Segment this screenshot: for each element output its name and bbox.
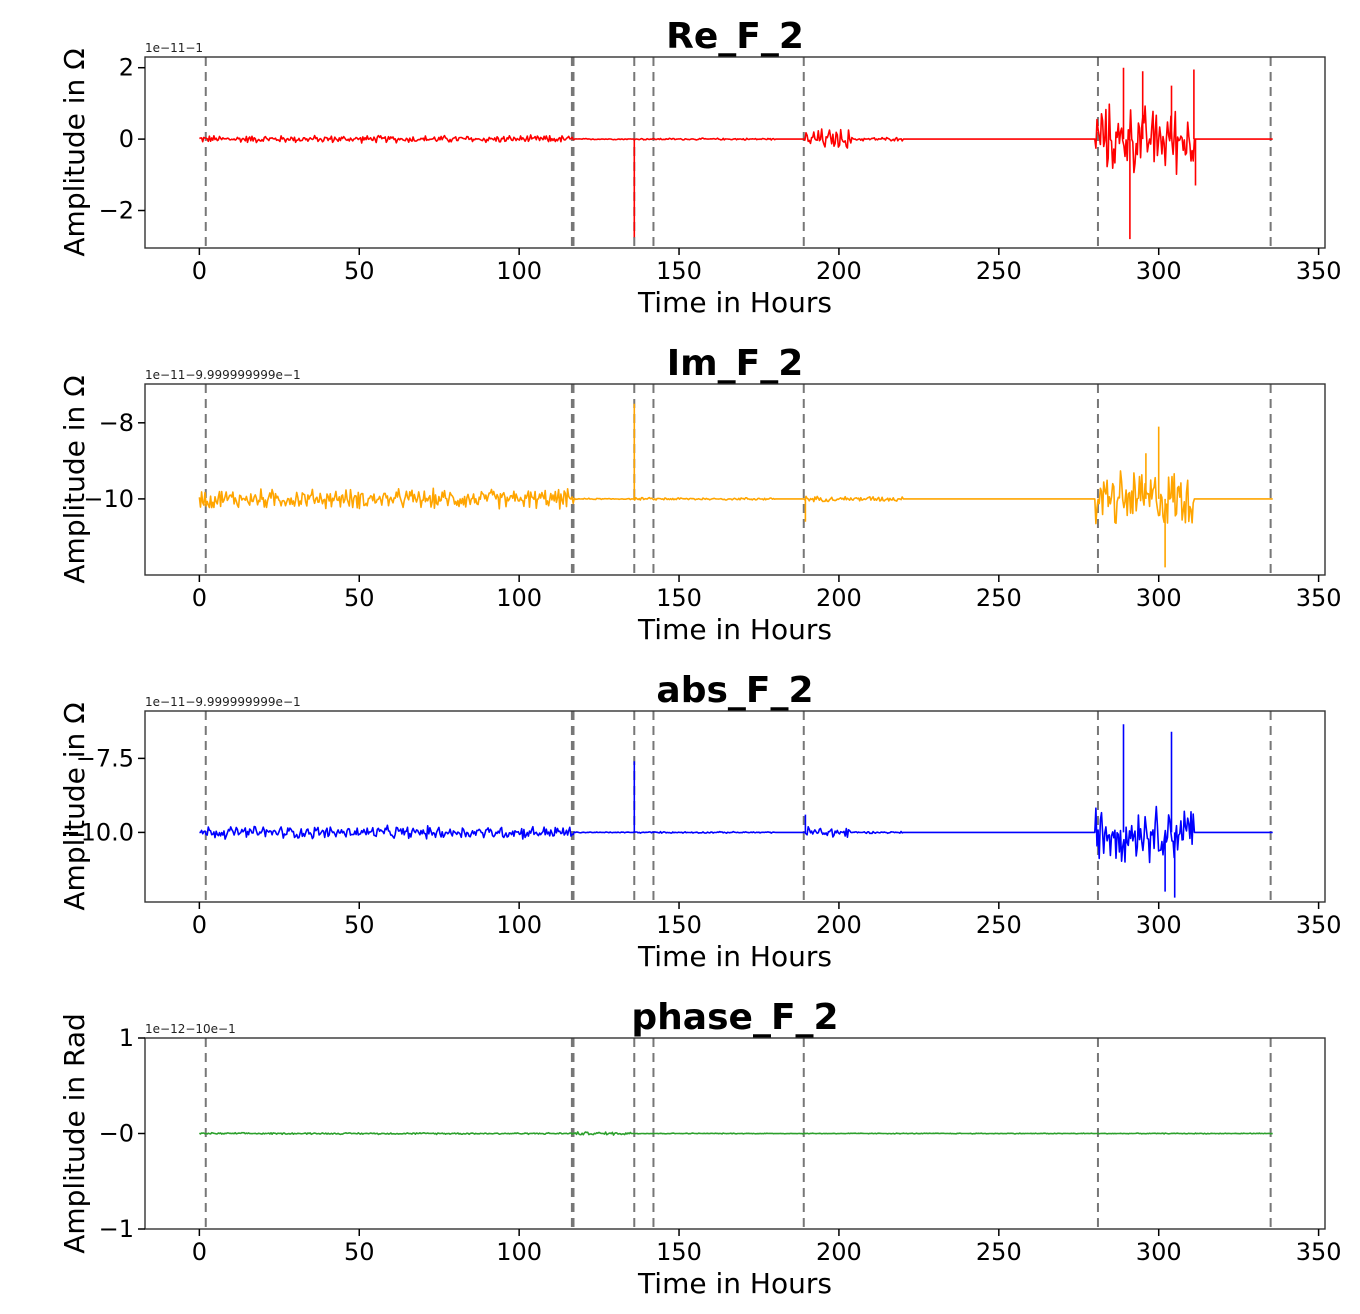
x-tick-label: 350 <box>1296 1238 1342 1266</box>
y-tick-label: −7.5 <box>76 744 134 772</box>
plot-frame <box>144 710 1326 903</box>
x-tick-label: 50 <box>344 911 375 939</box>
y-tick-label: 1 <box>119 1024 134 1052</box>
x-tick-label: 100 <box>496 911 542 939</box>
x-tick-label: 50 <box>344 584 375 612</box>
x-tick-label: 150 <box>656 1238 702 1266</box>
x-tick-label: 100 <box>496 257 542 285</box>
x-tick-label: 350 <box>1296 584 1342 612</box>
y-tick-label: −1 <box>99 1215 134 1243</box>
x-tick-label: 0 <box>192 257 207 285</box>
x-tick-label: 100 <box>496 584 542 612</box>
x-tick-label: 300 <box>1136 1238 1182 1266</box>
x-tick-label: 0 <box>192 1238 207 1266</box>
x-tick-label: 200 <box>816 1238 862 1266</box>
x-axis-label: Time in Hours <box>637 613 832 646</box>
x-tick-label: 100 <box>496 1238 542 1266</box>
x-tick-label: 0 <box>192 911 207 939</box>
series-line <box>198 403 1273 568</box>
x-tick-label: 50 <box>344 257 375 285</box>
series-line <box>199 724 1273 898</box>
offset-text: 1e−11−9.999999999e−1 <box>145 695 301 709</box>
chart-title: phase_F_2 <box>631 997 838 1038</box>
y-axis-label: Amplitude in Ω <box>58 48 91 256</box>
y-axis-label: Amplitude in Ω <box>58 702 91 910</box>
x-tick-label: 350 <box>1296 257 1342 285</box>
y-tick-label: −10.0 <box>60 818 134 846</box>
x-tick-label: 300 <box>1136 257 1182 285</box>
x-tick-label: 250 <box>976 584 1022 612</box>
panel-phase_F_2: phase_F_2 1e−12−10e−1 Amplitude in Rad Time… <box>58 997 1342 1300</box>
x-tick-label: 0 <box>192 584 207 612</box>
chart-title: Im_F_2 <box>667 343 804 384</box>
y-axis-label: Amplitude in Ω <box>58 375 91 583</box>
plot-frame <box>144 56 1326 249</box>
chart-title: abs_F_2 <box>656 670 813 711</box>
x-axis-label: Time in Hours <box>637 286 832 319</box>
y-tick-label: −8 <box>99 409 134 437</box>
panel-abs_F_2: abs_F_2 1e−11−9.999999999e−1 Amplitude in … <box>58 670 1342 973</box>
x-tick-label: 200 <box>816 584 862 612</box>
y-axis-label: Amplitude in Rad <box>58 1013 91 1254</box>
y-tick-label: 0 <box>119 125 134 153</box>
series-line <box>199 67 1273 240</box>
x-tick-label: 250 <box>976 911 1022 939</box>
x-tick-label: 200 <box>816 911 862 939</box>
y-tick-label: −0 <box>99 1120 134 1148</box>
offset-text: 1e−11−9.999999999e−1 <box>145 368 301 382</box>
y-tick-label: −10 <box>83 485 134 513</box>
x-tick-label: 150 <box>656 257 702 285</box>
chart-title: Re_F_2 <box>666 16 804 57</box>
x-tick-label: 150 <box>656 911 702 939</box>
x-tick-label: 300 <box>1136 584 1182 612</box>
x-axis-label: Time in Hours <box>637 940 832 973</box>
x-tick-label: 150 <box>656 584 702 612</box>
panel-Im_F_2: Im_F_2 1e−11−9.999999999e−1 Amplitude in Ω… <box>58 343 1342 646</box>
panel-Re_F_2: Re_F_2 1e−11−1 Amplitude in Ω Time in Hours… <box>58 16 1342 319</box>
x-tick-label: 300 <box>1136 911 1182 939</box>
plot-frame <box>144 383 1326 576</box>
x-tick-label: 350 <box>1296 911 1342 939</box>
offset-text: 1e−11−1 <box>145 41 203 55</box>
offset-text: 1e−12−10e−1 <box>145 1022 236 1036</box>
y-tick-label: 2 <box>119 54 134 82</box>
x-tick-label: 200 <box>816 257 862 285</box>
series-line <box>198 1131 1273 1136</box>
x-tick-label: 250 <box>976 257 1022 285</box>
x-tick-label: 250 <box>976 1238 1022 1266</box>
y-tick-label: −2 <box>99 197 134 225</box>
x-axis-label: Time in Hours <box>637 1267 832 1300</box>
x-tick-label: 50 <box>344 1238 375 1266</box>
